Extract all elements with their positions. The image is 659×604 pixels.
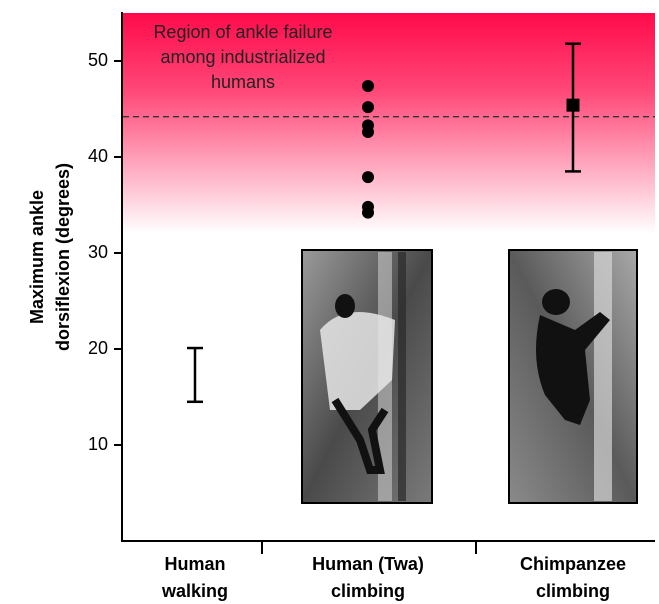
photo-chimp bbox=[508, 249, 638, 504]
x-tick-label: Human bbox=[164, 554, 225, 574]
data-point bbox=[362, 79, 374, 92]
data-point bbox=[362, 126, 374, 139]
x-tick-label: walking bbox=[161, 581, 228, 601]
data-point bbox=[362, 206, 374, 219]
annotation: among industrialized bbox=[160, 47, 325, 67]
data-point bbox=[362, 101, 374, 114]
data-point bbox=[362, 171, 374, 184]
y-tick-label: 30 bbox=[88, 242, 108, 262]
annotation: Region of ankle failure bbox=[153, 22, 332, 42]
mean-marker bbox=[566, 98, 580, 112]
photo-twa bbox=[301, 249, 433, 504]
x-tick-label: Human (Twa) bbox=[312, 554, 424, 574]
y-axis-label-line: dorsiflexion (degrees) bbox=[53, 163, 73, 351]
y-axis-label-line: Maximum ankle bbox=[27, 190, 47, 324]
annotation: humans bbox=[211, 72, 275, 92]
y-tick-label: 20 bbox=[88, 338, 108, 358]
failure-region-fill bbox=[123, 13, 655, 234]
x-tick-label: climbing bbox=[331, 581, 405, 601]
x-tick-label: Chimpanzee bbox=[520, 554, 626, 574]
y-axis-label: Maximum ankle dorsiflexion (degrees) bbox=[27, 163, 73, 351]
x-tick-label: climbing bbox=[536, 581, 610, 601]
y-tick-label: 40 bbox=[88, 146, 108, 166]
failure-region bbox=[123, 13, 655, 234]
y-tick-label: 50 bbox=[88, 50, 108, 70]
y-tick-label: 10 bbox=[88, 434, 108, 454]
